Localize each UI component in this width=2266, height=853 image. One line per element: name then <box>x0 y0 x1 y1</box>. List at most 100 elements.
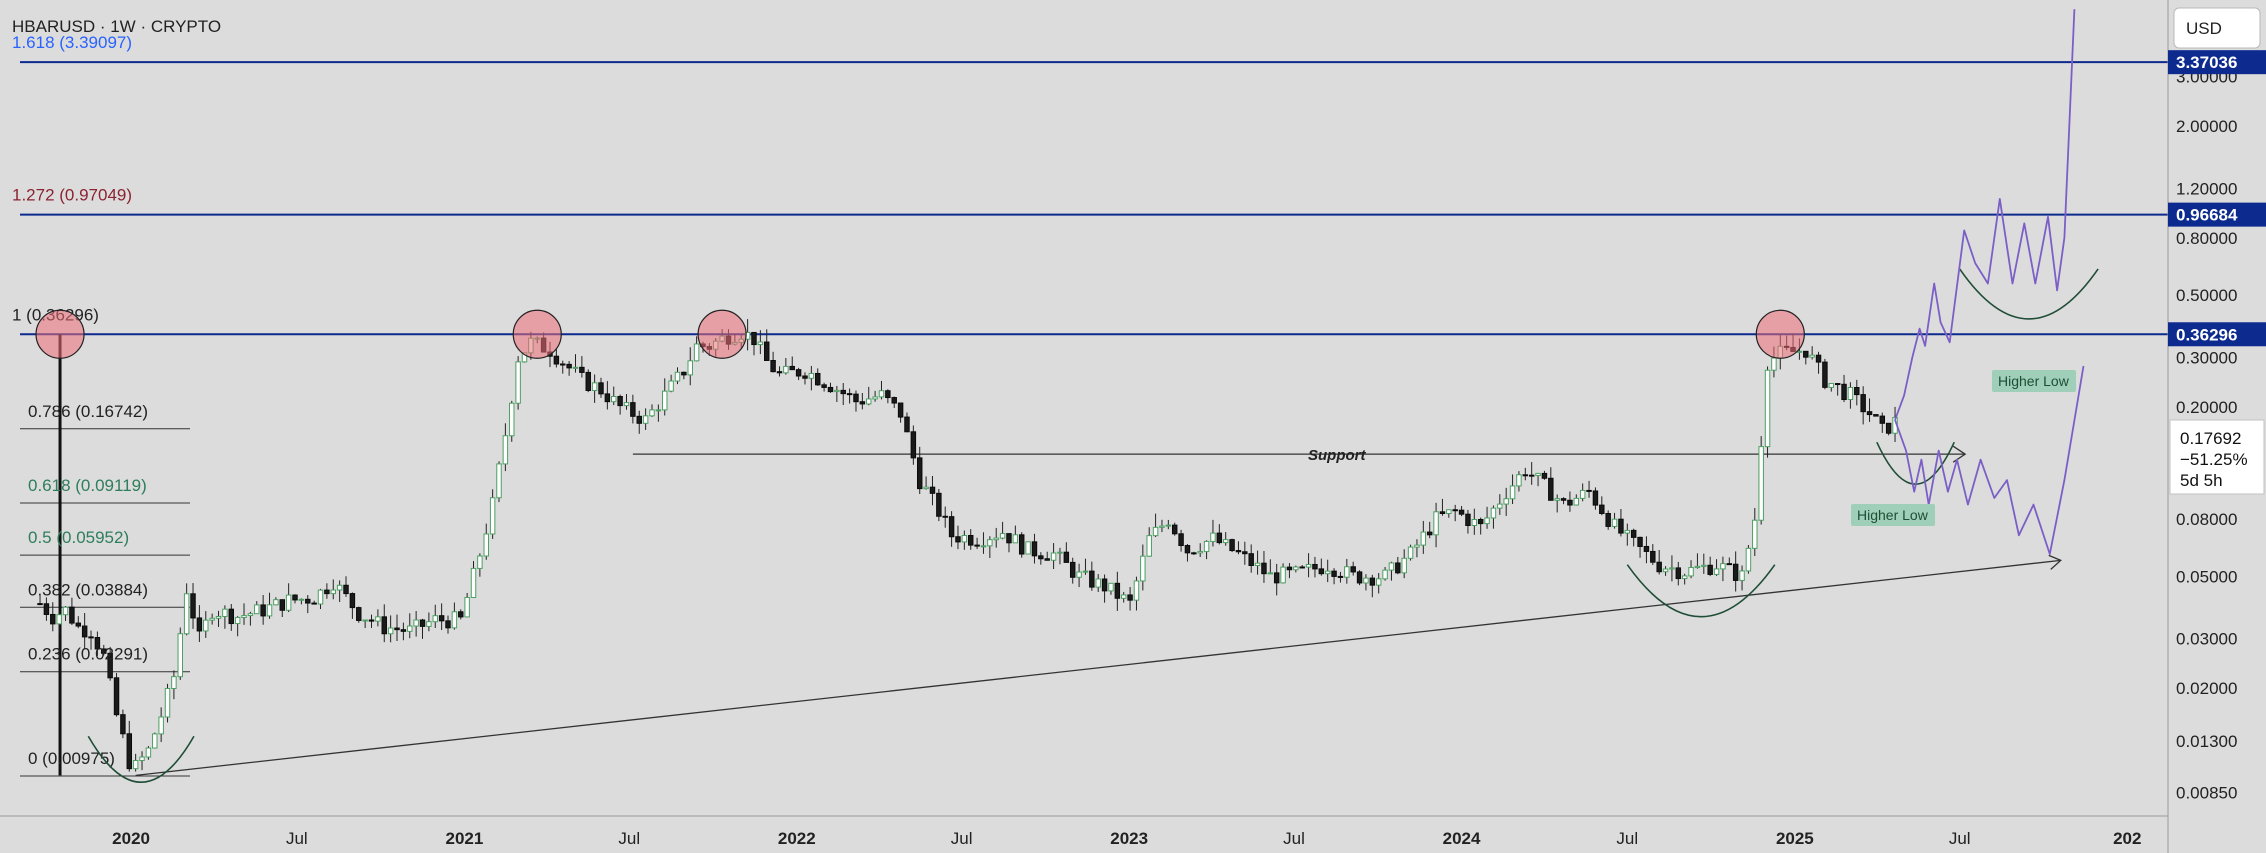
candle-body <box>94 636 101 650</box>
currency-button[interactable] <box>2173 7 2261 49</box>
candle-body <box>419 619 426 627</box>
price-tick-9: 0.08000 <box>2176 510 2237 529</box>
candle-body <box>120 714 126 735</box>
candle-body <box>783 365 789 374</box>
candle-body <box>101 648 107 654</box>
candle-body <box>171 676 177 689</box>
candle-body <box>215 615 222 619</box>
candle-body <box>273 599 279 606</box>
candle-body <box>1146 535 1152 557</box>
candle-body <box>1025 541 1031 555</box>
candle-body <box>132 760 139 770</box>
candle-body <box>37 603 43 606</box>
symbol-title[interactable]: HBARUSD · 1W · CRYPTO <box>12 17 221 36</box>
time-label-10: 2025 <box>1776 829 1814 848</box>
candle-body <box>1637 536 1643 547</box>
candle-body <box>203 619 209 632</box>
candle-body <box>368 619 375 622</box>
overlay-layer: 1.618 (3.39097)1.272 (0.97049)1 (0.36296… <box>12 9 2099 784</box>
candle-body <box>1299 566 1305 569</box>
candle-body <box>1452 509 1458 512</box>
candle-body <box>1063 551 1070 563</box>
higher-low-label-2: Higher Low <box>1857 507 1929 523</box>
candle-body <box>910 431 917 459</box>
time-label-12: 202 <box>2113 829 2141 848</box>
candle-body <box>1554 498 1560 501</box>
time-label-5: Jul <box>951 829 973 848</box>
candle-body <box>1082 570 1089 573</box>
candle-body <box>1261 562 1267 575</box>
candle-body <box>936 492 942 517</box>
candle-body <box>1471 518 1478 526</box>
candle-body <box>1178 533 1184 547</box>
candle-body <box>1458 509 1465 515</box>
candle-body <box>1382 569 1388 580</box>
current-price: 0.17692 <box>2180 429 2241 448</box>
fib-label-8: 0 (0.00975) <box>28 749 115 768</box>
current-price-box[interactable] <box>2169 419 2265 495</box>
candle-body <box>292 594 298 601</box>
candle-body <box>113 677 120 716</box>
projection-bullish <box>1894 9 2076 421</box>
candle-body <box>1567 499 1573 506</box>
candle-body <box>81 625 88 638</box>
price-tick-2: 2.00000 <box>2176 117 2237 136</box>
candle-body <box>330 589 336 595</box>
candle-body <box>668 380 674 392</box>
candle-body <box>846 393 853 396</box>
candle-body <box>980 545 987 548</box>
candle-body <box>1586 489 1592 492</box>
candle-body <box>1618 518 1624 534</box>
time-label-0: 2020 <box>112 829 150 848</box>
candle-body <box>1713 568 1720 575</box>
candle-body <box>1006 533 1012 544</box>
candle-body <box>266 604 273 617</box>
candle-body <box>1356 571 1363 584</box>
price-tick-14: 0.00850 <box>2176 784 2237 803</box>
candle-body <box>1044 558 1050 561</box>
candle-body <box>1018 534 1025 555</box>
candle-body <box>75 622 82 627</box>
candle-body <box>948 516 955 538</box>
candle-body <box>413 619 419 627</box>
candle-body <box>1675 567 1682 580</box>
candle-body <box>1114 582 1121 599</box>
candle-body <box>929 486 936 494</box>
candle-body <box>897 402 904 418</box>
higher-low-cup-2 <box>1959 268 2099 320</box>
candle-body <box>426 621 432 627</box>
candle-body <box>1752 519 1758 549</box>
candle-body <box>1548 477 1554 501</box>
candle-body <box>1120 594 1127 599</box>
candle-body <box>69 606 75 624</box>
candle-body <box>311 602 317 605</box>
candle-body <box>1369 577 1376 586</box>
currency-button-label: USD <box>2186 19 2222 38</box>
candle-body <box>381 616 387 635</box>
candle-body <box>298 598 305 601</box>
candle-body <box>1171 524 1178 535</box>
time-axis[interactable]: 2020 Jul 2021 Jul 2022 Jul 2023 Jul 2024 Jul 2025 J… <box>112 829 2141 848</box>
candle-body <box>1579 489 1586 499</box>
candle-body <box>387 627 394 635</box>
candle-body <box>566 363 572 369</box>
candle-body <box>1688 567 1694 577</box>
candle-body <box>1089 570 1095 588</box>
candle-body <box>1694 565 1701 569</box>
candle-body <box>222 608 228 617</box>
candle-body <box>1809 354 1815 358</box>
candle-body <box>324 589 330 595</box>
candle-body <box>1560 498 1567 501</box>
candle-body <box>432 615 438 623</box>
candle-body <box>1815 354 1822 363</box>
candle-body <box>343 584 349 595</box>
candle-body <box>1197 551 1203 554</box>
candle-body <box>993 537 999 541</box>
price-tick-11: 0.03000 <box>2176 630 2237 649</box>
support-label: Support <box>1308 447 1366 464</box>
candle-body <box>375 616 381 622</box>
price-tick-5: 0.50000 <box>2176 286 2237 305</box>
candle-body <box>1280 566 1286 584</box>
